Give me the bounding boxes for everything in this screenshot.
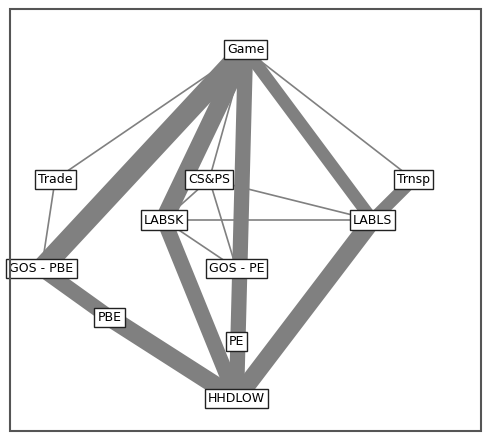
Text: PBE: PBE <box>98 311 122 324</box>
Text: LABSK: LABSK <box>144 213 184 227</box>
Text: Trade: Trade <box>38 173 72 186</box>
Text: Game: Game <box>227 43 264 56</box>
Text: LABLS: LABLS <box>353 213 392 227</box>
Text: Trnsp: Trnsp <box>397 173 430 186</box>
Text: CS&PS: CS&PS <box>188 173 230 186</box>
Text: PE: PE <box>229 335 244 348</box>
Text: HHDLOW: HHDLOW <box>208 392 265 405</box>
Text: GOS - PBE: GOS - PBE <box>9 262 74 275</box>
Text: GOS - PE: GOS - PE <box>209 262 264 275</box>
